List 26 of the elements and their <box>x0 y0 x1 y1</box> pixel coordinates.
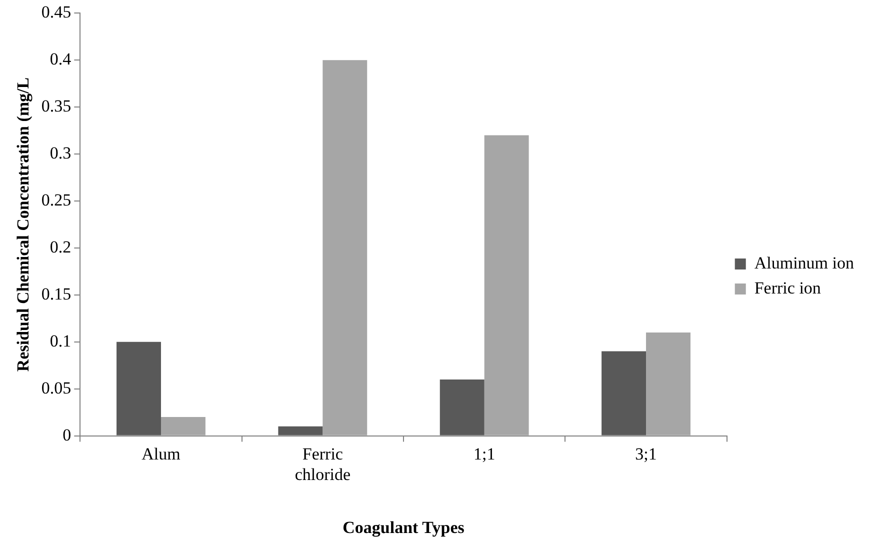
y-tick-label: 0.3 <box>50 144 72 163</box>
bar <box>322 60 368 436</box>
y-tick-label: 0 <box>62 425 72 444</box>
bar <box>116 342 161 436</box>
y-tick-label: 0.35 <box>41 96 72 116</box>
x-axis-title: Coagulant Types <box>342 518 465 538</box>
y-tick-label: 0.1 <box>50 331 72 350</box>
bar <box>160 417 206 436</box>
bar <box>484 135 529 436</box>
y-tick-label: 0.2 <box>50 237 72 256</box>
y-tick-label: 0.4 <box>50 50 72 69</box>
y-tick-label: 0.25 <box>41 190 72 210</box>
y-tick-label: 0.05 <box>41 378 72 398</box>
x-tick-label: Ferric chloride <box>294 444 351 484</box>
legend-label: Ferric ion <box>754 278 822 298</box>
legend-label: Aluminum ion <box>754 253 854 272</box>
bar <box>278 426 323 436</box>
x-tick-label: 1;1 <box>473 444 496 464</box>
x-tick-label: Alum <box>142 444 180 464</box>
y-axis-title: Residual Chemical Concentration (mg/L <box>14 77 33 372</box>
bar <box>440 379 484 436</box>
bar <box>602 351 646 436</box>
x-tick-label: 3;1 <box>635 444 657 464</box>
y-tick-label: 0.45 <box>41 2 72 22</box>
bar <box>646 332 690 436</box>
y-tick-label: 0.15 <box>41 284 72 304</box>
